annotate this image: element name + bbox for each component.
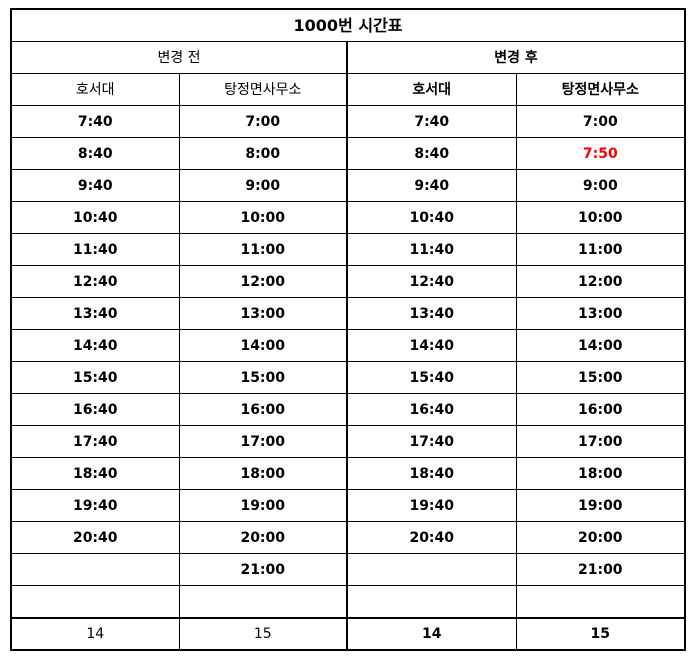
before-tangjeong-time: 8:00 bbox=[178, 137, 348, 170]
after-tangjeong-time: 17:00 bbox=[515, 425, 686, 458]
before-tangjeong-time: 15:00 bbox=[178, 361, 348, 394]
time-row: 19:40 19:00 19:40 19:00 bbox=[10, 489, 686, 522]
before-tangjeong-time: 21:00 bbox=[178, 553, 348, 586]
time-row: 18:40 18:00 18:40 18:00 bbox=[10, 457, 686, 490]
after-tangjeong-time: 19:00 bbox=[515, 489, 686, 522]
before-hoseo-time: 19:40 bbox=[10, 489, 180, 522]
after-hoseo-time: 18:40 bbox=[346, 457, 517, 490]
before-change-header: 변경 전 bbox=[10, 41, 348, 74]
before-tangjeong-time: 14:00 bbox=[178, 329, 348, 362]
after-hoseo-time: 8:40 bbox=[346, 137, 517, 170]
after-tangjeong-time: 18:00 bbox=[515, 457, 686, 490]
timetable: 1000번 시간표 변경 전 변경 후 호서대 탕정면사무소 호서대 탕정면사무… bbox=[10, 8, 687, 651]
after-tangjeong-count: 15 bbox=[515, 617, 686, 651]
time-row: 11:40 11:00 11:40 11:00 bbox=[10, 233, 686, 266]
after-tangjeong-time: 11:00 bbox=[515, 233, 686, 266]
after-hoseo-header: 호서대 bbox=[346, 73, 517, 106]
after-tangjeong-time: 21:00 bbox=[515, 553, 686, 586]
before-tangjeong-time: 19:00 bbox=[178, 489, 348, 522]
before-hoseo-time: 10:40 bbox=[10, 201, 180, 234]
before-hoseo-count: 14 bbox=[10, 617, 180, 651]
time-row: 7:40 7:00 7:40 7:00 bbox=[10, 105, 686, 138]
after-hoseo-time: 13:40 bbox=[346, 297, 517, 330]
time-row: 8:40 8:00 8:40 7:50 bbox=[10, 137, 686, 170]
after-hoseo-time: 20:40 bbox=[346, 521, 517, 554]
before-tangjeong-time: 18:00 bbox=[178, 457, 348, 490]
total-count-row: 14 15 14 15 bbox=[10, 617, 686, 651]
after-hoseo-time: 19:40 bbox=[346, 489, 517, 522]
before-hoseo-time: 12:40 bbox=[10, 265, 180, 298]
before-hoseo-time bbox=[10, 585, 180, 619]
before-tangjeong-header: 탕정면사무소 bbox=[178, 73, 348, 106]
time-row bbox=[10, 585, 686, 619]
time-row: 15:40 15:00 15:40 15:00 bbox=[10, 361, 686, 394]
time-row: 20:40 20:00 20:40 20:00 bbox=[10, 521, 686, 554]
after-hoseo-time bbox=[346, 585, 517, 619]
before-hoseo-time: 11:40 bbox=[10, 233, 180, 266]
after-hoseo-time: 10:40 bbox=[346, 201, 517, 234]
after-tangjeong-time: 13:00 bbox=[515, 297, 686, 330]
time-row: 12:40 12:00 12:40 12:00 bbox=[10, 265, 686, 298]
after-tangjeong-time: 16:00 bbox=[515, 393, 686, 426]
time-row: 9:40 9:00 9:40 9:00 bbox=[10, 169, 686, 202]
after-tangjeong-time-changed: 7:50 bbox=[515, 137, 686, 170]
before-tangjeong-time: 16:00 bbox=[178, 393, 348, 426]
after-tangjeong-time: 15:00 bbox=[515, 361, 686, 394]
before-hoseo-time: 7:40 bbox=[10, 105, 180, 138]
time-row: 13:40 13:00 13:40 13:00 bbox=[10, 297, 686, 330]
time-row: 14:40 14:00 14:40 14:00 bbox=[10, 329, 686, 362]
after-tangjeong-time: 10:00 bbox=[515, 201, 686, 234]
after-hoseo-time: 15:40 bbox=[346, 361, 517, 394]
after-hoseo-time: 12:40 bbox=[346, 265, 517, 298]
before-hoseo-time: 16:40 bbox=[10, 393, 180, 426]
after-hoseo-time: 7:40 bbox=[346, 105, 517, 138]
after-tangjeong-time: 20:00 bbox=[515, 521, 686, 554]
timetable-title: 1000번 시간표 bbox=[10, 8, 686, 42]
before-tangjeong-count: 15 bbox=[178, 617, 348, 651]
before-tangjeong-time: 12:00 bbox=[178, 265, 348, 298]
before-tangjeong-time bbox=[178, 585, 348, 619]
before-hoseo-time: 13:40 bbox=[10, 297, 180, 330]
after-hoseo-time: 16:40 bbox=[346, 393, 517, 426]
before-hoseo-time: 14:40 bbox=[10, 329, 180, 362]
before-hoseo-time: 9:40 bbox=[10, 169, 180, 202]
section-header-row: 변경 전 변경 후 bbox=[10, 41, 686, 74]
after-tangjeong-time: 7:00 bbox=[515, 105, 686, 138]
after-hoseo-time: 9:40 bbox=[346, 169, 517, 202]
time-row: 10:40 10:00 10:40 10:00 bbox=[10, 201, 686, 234]
after-tangjeong-time: 12:00 bbox=[515, 265, 686, 298]
time-row: 16:40 16:00 16:40 16:00 bbox=[10, 393, 686, 426]
after-tangjeong-time bbox=[515, 585, 686, 619]
before-hoseo-time: 15:40 bbox=[10, 361, 180, 394]
after-hoseo-time: 14:40 bbox=[346, 329, 517, 362]
before-hoseo-header: 호서대 bbox=[10, 73, 180, 106]
after-hoseo-count: 14 bbox=[346, 617, 517, 651]
before-hoseo-time: 17:40 bbox=[10, 425, 180, 458]
time-row: 17:40 17:00 17:40 17:00 bbox=[10, 425, 686, 458]
before-hoseo-time: 20:40 bbox=[10, 521, 180, 554]
after-hoseo-time: 17:40 bbox=[346, 425, 517, 458]
before-tangjeong-time: 17:00 bbox=[178, 425, 348, 458]
before-tangjeong-time: 11:00 bbox=[178, 233, 348, 266]
after-tangjeong-header: 탕정면사무소 bbox=[515, 73, 686, 106]
after-change-header: 변경 후 bbox=[345, 41, 686, 74]
after-hoseo-time bbox=[346, 553, 517, 586]
time-row: 21:00 21:00 bbox=[10, 553, 686, 586]
before-tangjeong-time: 10:00 bbox=[178, 201, 348, 234]
before-hoseo-time: 8:40 bbox=[10, 137, 180, 170]
before-tangjeong-time: 20:00 bbox=[178, 521, 348, 554]
after-hoseo-time: 11:40 bbox=[346, 233, 517, 266]
before-hoseo-time: 18:40 bbox=[10, 457, 180, 490]
column-header-row: 호서대 탕정면사무소 호서대 탕정면사무소 bbox=[10, 73, 686, 106]
before-tangjeong-time: 9:00 bbox=[178, 169, 348, 202]
title-row: 1000번 시간표 bbox=[10, 8, 686, 42]
before-hoseo-time bbox=[10, 553, 180, 586]
after-tangjeong-time: 9:00 bbox=[515, 169, 686, 202]
before-tangjeong-time: 7:00 bbox=[178, 105, 348, 138]
before-tangjeong-time: 13:00 bbox=[178, 297, 348, 330]
after-tangjeong-time: 14:00 bbox=[515, 329, 686, 362]
